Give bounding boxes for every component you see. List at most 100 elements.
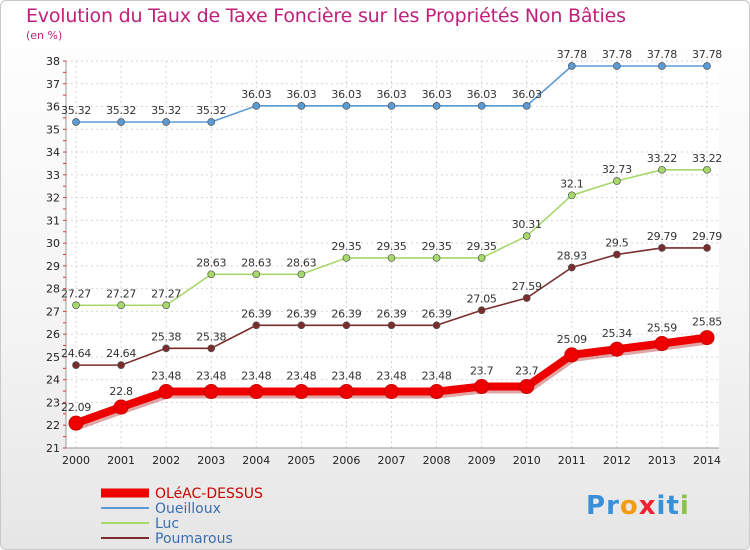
data-point (429, 384, 445, 400)
data-point (474, 379, 490, 395)
data-label: 35.32 (61, 104, 91, 117)
data-point (519, 379, 535, 395)
y-tick-label: 28 (46, 283, 60, 296)
data-point (522, 101, 531, 110)
data-label: 30.31 (512, 218, 542, 231)
data-point (158, 384, 174, 400)
logo-letter: i (656, 491, 667, 521)
data-label: 36.03 (422, 88, 452, 101)
logo-letter: o (619, 491, 639, 521)
data-label: 23.7 (515, 365, 539, 378)
data-point (342, 101, 351, 110)
data-point (162, 118, 170, 126)
data-label: 36.03 (331, 88, 361, 101)
data-point (207, 118, 216, 126)
data-point (162, 301, 170, 310)
logo-letter: r (606, 491, 620, 521)
logo-letter: t (666, 491, 680, 521)
data-label: 25.59 (647, 322, 677, 335)
data-label: 29.35 (377, 240, 407, 253)
data-point (703, 62, 711, 70)
y-tick-label: 23 (46, 396, 60, 409)
x-tick-label: 2013 (648, 454, 676, 467)
y-tick-label: 29 (46, 260, 60, 273)
data-point (248, 384, 264, 400)
axes: 21 22 23 24 25 26 27 28 29 30 31 32 33 34 35 36 37 38 2000… (46, 55, 721, 467)
data-label: 23.48 (241, 370, 271, 383)
legend-label: OLéAC-DESSUS (155, 486, 263, 502)
data-point (699, 330, 715, 346)
data-label: 32.1 (560, 177, 583, 190)
data-point (117, 301, 125, 310)
x-tick-label: 2000 (62, 454, 90, 467)
data-point (338, 384, 354, 400)
chart-title: Evolution du Taux de Taxe Foncière sur l… (26, 5, 626, 27)
legend-label: Luc (155, 516, 179, 532)
x-tick-label: 2007 (378, 454, 406, 467)
data-point (703, 244, 711, 252)
legend-label: Poumarous (155, 531, 233, 547)
data-label: 25.38 (196, 330, 226, 343)
data-point (522, 232, 531, 240)
y-tick-label: 26 (46, 328, 60, 341)
grid (66, 60, 719, 449)
data-label: 25.34 (602, 327, 632, 340)
data-point (613, 62, 621, 70)
data-label: 23.48 (331, 370, 361, 383)
data-label: 23.48 (422, 370, 452, 383)
y-tick-label: 36 (46, 101, 60, 114)
y-tick-label: 37 (46, 78, 60, 91)
data-point (658, 62, 666, 70)
data-label: 23.48 (151, 370, 181, 383)
data-point (613, 177, 621, 185)
data-point (117, 361, 125, 369)
data-label: 35.32 (151, 104, 181, 117)
x-tick-label: 2006 (332, 454, 360, 467)
data-point (567, 263, 576, 272)
x-tick-label: 2001 (107, 454, 135, 467)
series-layer (68, 62, 715, 431)
data-label: 37.78 (557, 48, 587, 61)
data-point (567, 191, 576, 200)
data-point (72, 301, 80, 310)
data-point (113, 399, 129, 415)
data-label: 29.5 (605, 237, 629, 250)
data-label: 26.39 (377, 307, 407, 320)
data-label: 37.78 (647, 48, 677, 61)
x-tick-label: 2011 (558, 454, 586, 467)
data-point (252, 270, 261, 279)
data-point (387, 101, 396, 110)
data-point (162, 344, 170, 353)
data-point (703, 165, 711, 174)
data-label: 24.64 (61, 347, 91, 360)
data-point (384, 384, 399, 400)
y-tick-label: 38 (46, 55, 60, 68)
data-point (654, 336, 670, 352)
data-point (387, 321, 396, 330)
data-point (297, 101, 306, 110)
data-label: 26.39 (422, 307, 452, 320)
data-point (477, 101, 486, 110)
data-label: 29.35 (331, 240, 361, 253)
data-label: 25.85 (692, 316, 722, 329)
y-tick-label: 22 (46, 419, 60, 432)
data-point (297, 270, 306, 279)
y-tick-label: 32 (46, 192, 60, 205)
data-label: 23.48 (377, 370, 407, 383)
data-label: 29.79 (647, 230, 677, 243)
data-point (68, 415, 84, 431)
y-tick-label: 27 (46, 305, 60, 318)
data-point (297, 321, 306, 330)
data-point (567, 62, 576, 70)
chart-subtitle: (en %) (26, 29, 63, 42)
data-point (203, 384, 219, 400)
logo-letter: P (586, 491, 607, 521)
data-point (432, 321, 441, 330)
data-label: 36.03 (512, 88, 542, 101)
data-label: 32.73 (602, 163, 632, 176)
data-label: 27.59 (512, 280, 542, 293)
data-label: 27.27 (151, 287, 181, 300)
data-label: 27.05 (467, 292, 497, 305)
data-point (609, 341, 625, 357)
data-label: 22.09 (61, 401, 91, 414)
